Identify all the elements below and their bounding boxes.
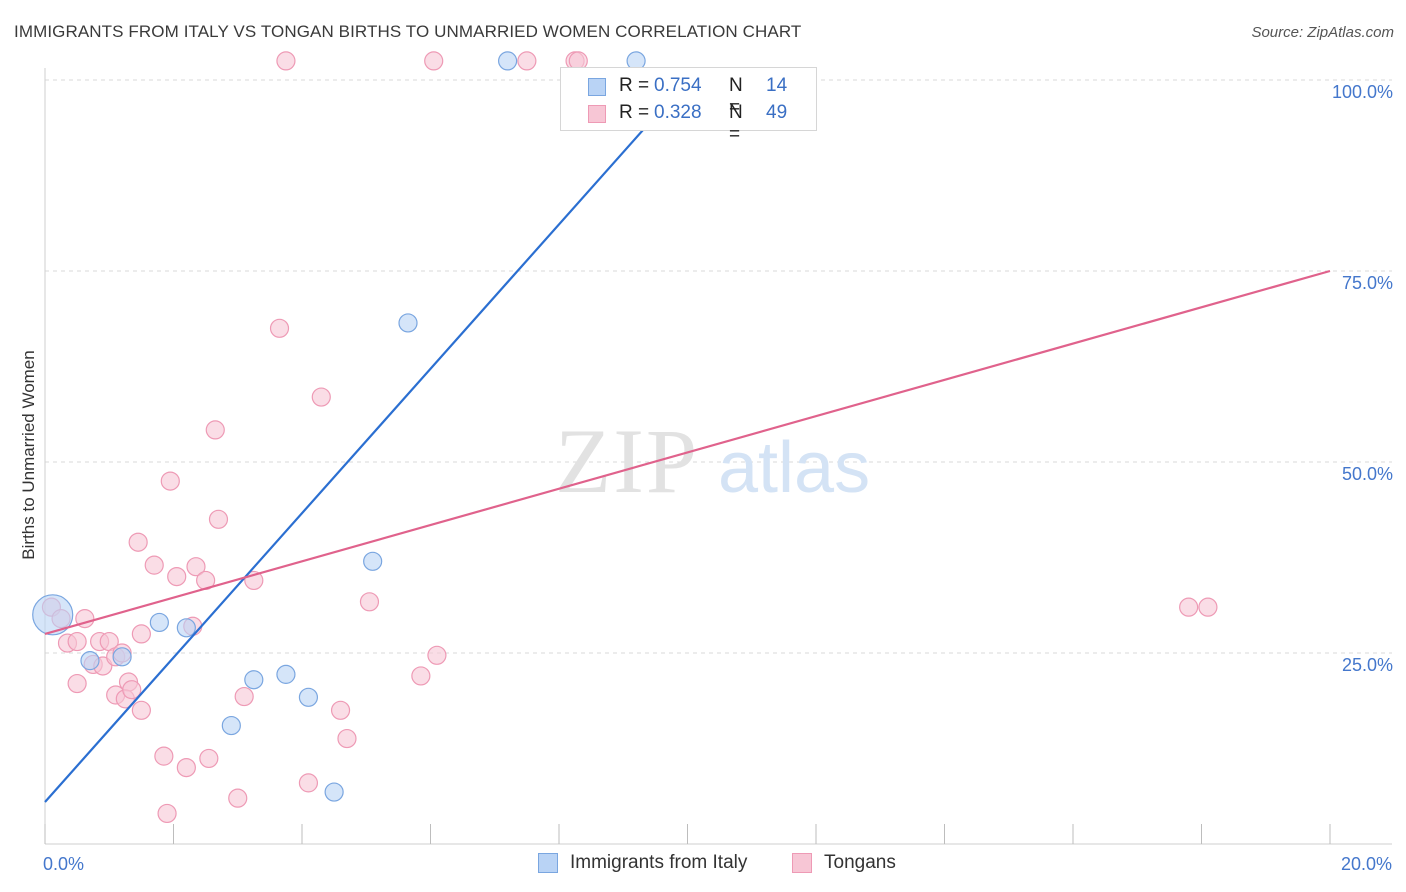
point-tongan [234,686,254,707]
point-tongan [359,592,380,612]
point-tongan [276,51,296,71]
grid [45,79,1392,654]
point-italy [149,612,169,633]
point-tongan [1198,597,1218,617]
point-tongan [330,700,351,720]
point-tongan [411,666,431,686]
legend-n-value: 14 [766,75,788,96]
legend-label-tongans: Tongans [824,852,896,873]
point-tongan [311,387,331,407]
point-tongan [131,624,151,644]
watermark: ZIP atlas [555,410,870,512]
legend-r-value: 0.328 [654,102,702,123]
legend-r-label: R = [619,102,650,123]
point-tongan [208,509,229,529]
point-tongan [228,788,248,808]
trend-line-italy [44,79,689,803]
point-tongan [167,566,187,587]
y-tick-labels: 25.0% 50.0% 75.0% 100.0% [1332,82,1393,675]
legend-swatch-pink [588,105,606,123]
source-label: Source: ZipAtlas.com [1251,24,1394,41]
point-tongan [128,532,148,552]
point-italy [32,594,74,636]
point-italy [276,664,296,684]
point-italy [176,618,196,638]
point-tongan [199,748,219,769]
point-italy [363,551,383,571]
point-italy [244,670,264,690]
legend-n-value: 49 [766,102,788,123]
point-tongan [157,803,177,824]
trend-lines [44,79,1331,803]
y-tick-label: 25.0% [1342,655,1393,675]
point-tongan [424,51,444,71]
y-tick-label: 100.0% [1332,82,1393,102]
y-tick-label: 50.0% [1342,464,1393,484]
point-tongan [122,680,142,700]
point-italy [324,782,344,802]
legend-n-label: N = [729,102,743,145]
legend-swatch-blue [538,853,558,873]
point-tongan [337,728,357,749]
legend-n-label: N = [729,75,743,118]
chart-title: IMMIGRANTS FROM ITALY VS TONGAN BIRTHS T… [14,22,802,41]
legend-label-italy: Immigrants from Italy [570,852,748,873]
x-tick-label-min: 0.0% [43,854,84,874]
points [32,51,1218,824]
watermark-zip: ZIP [555,410,699,512]
point-tongan [67,631,87,652]
point-italy [112,647,132,667]
point-tongan [517,51,537,71]
point-tongan [186,557,206,577]
point-italy [498,51,518,71]
legend-r-value: 0.754 [654,75,702,96]
trend-line-tongans [44,269,1331,635]
y-tick-label: 75.0% [1342,273,1393,293]
point-italy [298,687,319,707]
point-tongan [131,700,151,720]
watermark-atlas: atlas [718,428,870,508]
point-italy [80,651,100,671]
point-tongan [205,420,225,440]
x-tick-label-max: 20.0% [1341,854,1392,874]
point-tongan [144,555,164,575]
point-tongan [154,746,174,766]
legend-series: Immigrants from Italy Tongans [0,852,1406,878]
point-italy [398,313,418,333]
point-tongan [67,673,87,694]
legend-swatch-blue [588,78,606,96]
legend-swatch-pink [792,853,812,873]
legend-r-label: R = [619,75,650,96]
y-axis-title: Births to Unmarried Women [19,350,38,559]
point-tongan [176,757,196,778]
legend-stats: R = 0.754 N = 14 R = 0.328 N = 49 [560,67,817,145]
point-tongan [1179,597,1199,617]
point-tongan [160,471,180,491]
point-tongan [269,318,290,338]
point-tongan [427,645,447,665]
point-tongan [298,773,319,793]
axes [44,68,1392,845]
point-italy [221,715,241,736]
